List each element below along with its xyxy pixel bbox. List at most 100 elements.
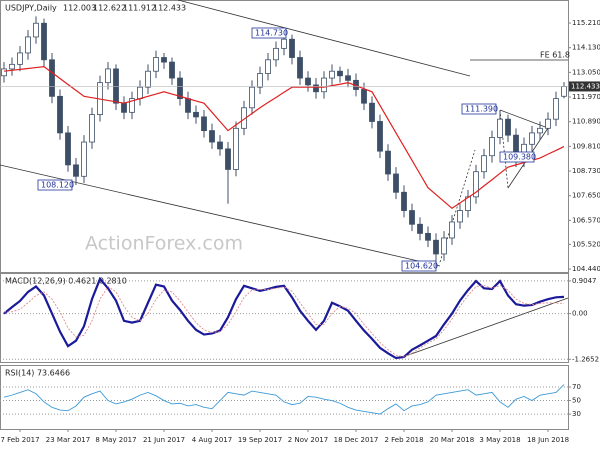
y-tick-label: 50 (572, 397, 581, 405)
candle-body (529, 132, 535, 145)
candle-body (409, 210, 415, 225)
annotation-box (37, 179, 73, 191)
y-tick-label: 104.440 (572, 265, 600, 273)
annotation: 104.620 (405, 262, 438, 271)
candle-body (473, 171, 479, 198)
x-tick-label: 18 Jun 2018 (527, 436, 569, 444)
candle-body (193, 111, 199, 118)
candle-body (161, 57, 167, 63)
candle-body (201, 116, 207, 132)
candle-body (329, 70, 335, 79)
candle-body (305, 77, 311, 86)
channel-lower (0, 164, 441, 267)
y-tick-label: 70 (572, 383, 581, 391)
candle-body (57, 95, 63, 134)
candle-body (441, 237, 447, 255)
candle-body (225, 148, 231, 170)
candle-body (553, 98, 559, 120)
chart-title: USDJPY,Daily (5, 4, 57, 13)
candle-body (489, 137, 495, 157)
last-price-label: 112.433 (571, 82, 600, 90)
y-tick-label: 0.00 (572, 310, 588, 318)
x-tick-label: 21 Jun 2017 (143, 436, 185, 444)
candle-body (297, 57, 303, 79)
annotation-box (251, 27, 287, 39)
x-tick-label: 18 Dec 2017 (334, 436, 379, 444)
y-tick-label: 114.130 (572, 44, 600, 52)
moving-average (3, 66, 565, 210)
macd-title: MACD(12,26,9) 0.4621 0.2810 (5, 277, 127, 286)
candle-body (537, 127, 543, 134)
candle-body (33, 22, 39, 38)
candle-body (65, 132, 71, 166)
candle-body (313, 84, 319, 93)
x-tick-label: 19 Sep 2017 (238, 436, 282, 444)
candle-body (177, 77, 183, 100)
candle-body (481, 155, 487, 173)
candle-body (377, 121, 383, 152)
y-tick-label: 113.050 (572, 68, 600, 76)
x-tick-label: 23 Mar 2017 (46, 436, 90, 444)
candle-body (25, 36, 31, 54)
candle-body (185, 98, 191, 113)
series-line (3, 276, 565, 360)
channel-upper (177, 0, 471, 77)
annotation: 114.730 (255, 29, 288, 38)
candle-body (273, 47, 279, 61)
candle-body (497, 118, 503, 138)
y-tick-label: 107.650 (572, 192, 600, 200)
last-price-box (569, 81, 600, 92)
candle-body (89, 114, 95, 143)
candle-body (425, 232, 431, 241)
candle-body (393, 173, 399, 193)
y-tick-label: 105.520 (572, 240, 600, 248)
annotation-box (499, 151, 535, 163)
candle-body (457, 210, 463, 223)
x-tick-label: 3 May 2018 (479, 436, 520, 444)
candle-body (249, 86, 255, 109)
y-tick-label: 111.970 (572, 93, 600, 101)
candle-body (73, 164, 79, 177)
annotation-box (461, 103, 497, 115)
macd-panel (0, 273, 569, 363)
candle-body (561, 86, 567, 97)
y-tick-label: 30 (572, 410, 581, 418)
ohlc-close: 112.433 (153, 4, 186, 13)
candle-body (105, 68, 111, 84)
candle-body (281, 38, 287, 49)
candle-body (337, 70, 343, 77)
y-tick-label: 109.810 (572, 142, 600, 150)
x-tick-label: 20 Mar 2018 (430, 436, 474, 444)
candle-body (505, 118, 511, 136)
ohlc-high: 112.622 (93, 4, 126, 13)
y-tick-label: 110.890 (572, 118, 600, 126)
x-tick-label: 7 Feb 2017 (0, 436, 39, 444)
candle-body (121, 102, 127, 113)
candle-body (417, 223, 423, 234)
candle-body (49, 59, 55, 97)
x-tick-label: 4 Aug 2017 (192, 436, 232, 444)
price-panel (0, 0, 569, 273)
candle-body (449, 221, 455, 239)
candle-body (17, 52, 23, 65)
x-tick-label: 2 Nov 2017 (288, 436, 328, 444)
candle-body (233, 127, 239, 170)
series-line (4, 284, 565, 358)
candle-body (153, 57, 159, 72)
annotation: 111.390 (465, 105, 498, 114)
y-tick-label: 0.9047 (572, 277, 597, 285)
candle-body (385, 150, 391, 175)
candle-body (361, 89, 367, 104)
candle-body (217, 141, 223, 150)
candle-body (433, 239, 439, 255)
y-tick-label: 108.730 (572, 167, 600, 175)
candle-body (1, 68, 7, 77)
projection (439, 149, 476, 263)
candle-body (81, 141, 87, 177)
annotation: 108.120 (41, 181, 74, 190)
candle-body (345, 75, 351, 81)
candle-body (145, 70, 151, 88)
rsi-panel (0, 365, 569, 430)
candle-body (137, 86, 143, 100)
